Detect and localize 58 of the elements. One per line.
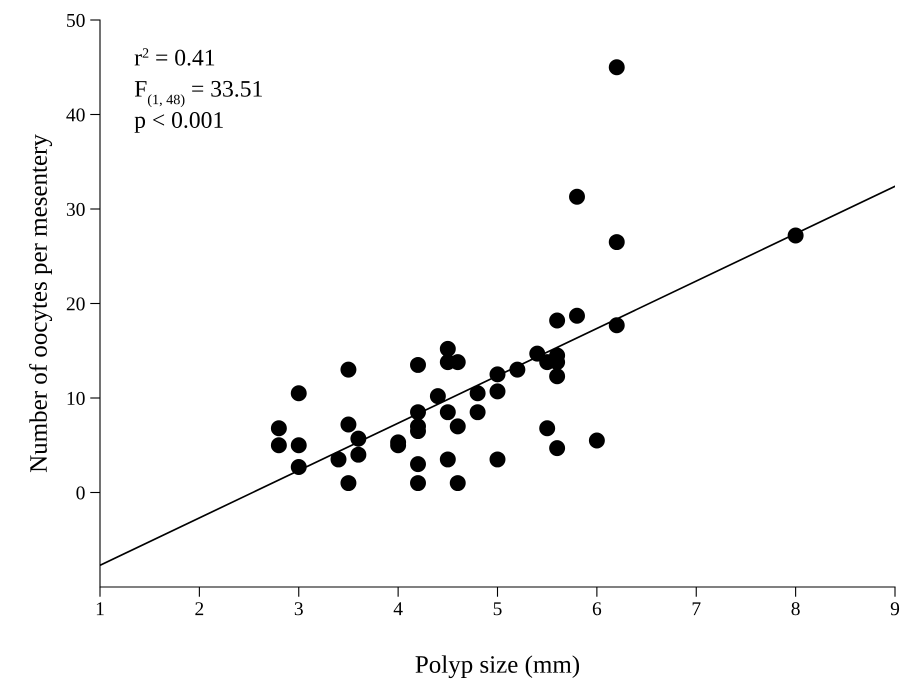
point [340,475,356,492]
x-axis-title: Polyp size (mm) [416,655,580,678]
point [270,420,287,436]
x-tick-label: 4 [394,602,403,616]
point [608,234,625,250]
point [588,432,605,449]
y-axis-title: Number of oocytes per mesentery [29,134,52,472]
y-tick-label: 50 [67,14,85,27]
y-tick-label: 30 [66,202,85,216]
annotation: p < 0.001 [134,112,223,133]
point [549,440,566,456]
point [509,362,526,378]
point [410,456,426,472]
point [290,385,307,402]
point [410,404,426,420]
x-tick-label: 6 [592,602,602,616]
point [490,366,506,382]
x-tick-label: 9 [890,602,900,616]
point [440,404,456,420]
x-tick-label: 3 [294,602,303,616]
point [450,418,466,434]
point [440,451,456,468]
y-tick-label: 40 [66,108,85,122]
x-tick-label: 2 [195,602,204,616]
point [340,416,356,432]
point [350,446,366,463]
point [569,308,585,324]
y-tick-label: 0 [76,486,85,500]
point [410,475,426,492]
point [608,317,625,334]
point [608,59,625,76]
x-tick-label: 5 [494,602,502,616]
point [549,368,566,384]
point [539,420,556,436]
x-tick-label: 8 [792,602,800,616]
point [330,451,346,468]
point [470,385,486,402]
point [290,459,307,475]
point [490,451,506,468]
y-tick-label: 20 [66,297,85,310]
point [490,383,506,400]
x-tick-label: 7 [692,602,701,616]
point [290,437,307,454]
point [788,227,804,244]
point [440,340,456,357]
point [529,346,546,362]
y-tick-label: 10 [68,392,85,405]
point [549,312,566,328]
point [450,475,466,492]
point [430,388,446,404]
annotation: F(1, 48) = 33.51 [134,80,262,108]
point [350,430,366,447]
point [270,437,287,454]
point [470,404,486,420]
x-tick-label: 1 [96,602,104,616]
point [410,356,426,373]
point [569,188,585,205]
point [340,362,356,378]
